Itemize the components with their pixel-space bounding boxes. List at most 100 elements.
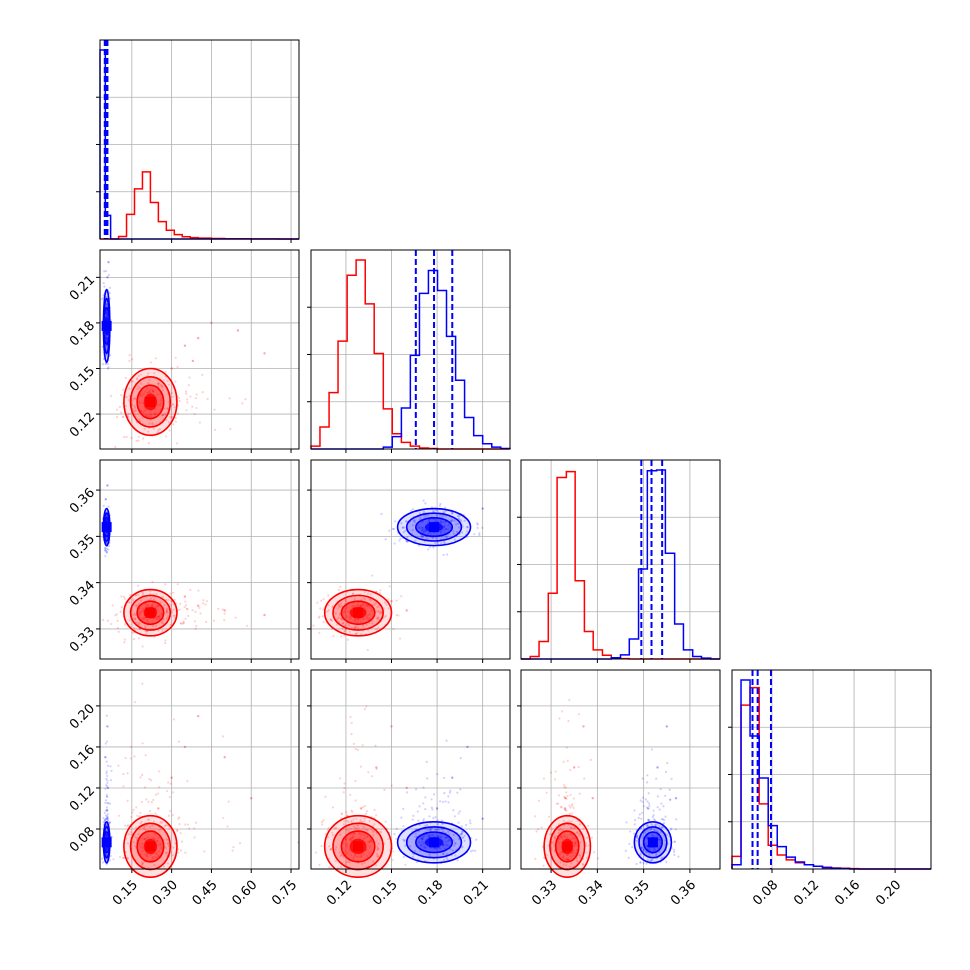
scatter-point — [647, 818, 650, 821]
scatter-point — [388, 831, 391, 834]
scatter-point — [183, 745, 187, 749]
scatter-point — [154, 412, 157, 415]
scatter-point — [143, 602, 147, 605]
scatter-point — [367, 629, 370, 632]
scatter-point — [327, 609, 330, 612]
scatter-point — [360, 620, 363, 623]
scatter-point — [353, 626, 356, 629]
scatter-point — [321, 823, 324, 826]
scatter-point — [401, 526, 404, 529]
scatter-point — [130, 815, 133, 819]
scatter-point — [370, 607, 373, 610]
scatter-point — [109, 765, 112, 768]
scatter-point — [131, 380, 135, 383]
scatter-point — [106, 314, 109, 318]
scatter-point — [567, 720, 570, 723]
scatter-point — [178, 823, 181, 826]
scatter-point — [141, 607, 144, 610]
scatter-point — [411, 529, 414, 532]
panel-2-1 — [311, 460, 510, 659]
scatter-point — [104, 755, 107, 759]
scatter-point — [582, 725, 585, 728]
scatter-point — [128, 387, 131, 390]
scatter-point — [425, 760, 428, 763]
scatter-point — [134, 594, 137, 597]
scatter-point — [566, 794, 569, 798]
scatter-point — [116, 626, 120, 630]
scatter-point — [442, 511, 445, 514]
scatter-point — [354, 747, 357, 751]
scatter-point — [128, 619, 132, 622]
scatter-point — [405, 609, 408, 612]
scatter-point — [187, 823, 190, 826]
scatter-point — [378, 592, 382, 595]
scatter-point — [420, 526, 424, 529]
scatter-point — [423, 516, 426, 519]
scatter-point — [195, 624, 198, 627]
scatter-point — [362, 617, 365, 621]
scatter-point — [151, 421, 154, 425]
scatter-point — [395, 613, 398, 617]
scatter-point — [568, 812, 572, 815]
scatter-point — [350, 721, 353, 725]
scatter-point — [105, 338, 109, 341]
ytick-label: 0.15 — [67, 364, 98, 395]
scatter-point — [422, 499, 425, 502]
scatter-point — [320, 844, 323, 848]
scatter-point — [195, 406, 198, 410]
scatter-point — [476, 523, 479, 526]
scatter-point — [426, 777, 429, 780]
scatter-point — [656, 795, 660, 798]
scatter-point — [226, 825, 229, 828]
scatter-point — [442, 526, 446, 529]
scatter-point — [553, 778, 557, 781]
scatter-point — [203, 850, 206, 853]
scatter-point — [160, 384, 163, 387]
scatter-point — [120, 595, 123, 598]
scatter-point — [144, 754, 147, 757]
scatter-point — [322, 620, 325, 624]
scatter-point — [364, 598, 367, 601]
scatter-point — [660, 818, 663, 821]
scatter-point — [364, 812, 368, 815]
scatter-point — [162, 618, 165, 621]
scatter-point — [456, 859, 459, 862]
scatter-point — [624, 849, 627, 852]
scatter-point — [133, 755, 136, 758]
scatter-point — [675, 818, 678, 821]
scatter-point — [156, 605, 159, 608]
scatter-point — [147, 800, 150, 803]
scatter-point — [120, 605, 124, 609]
scatter-point — [153, 372, 156, 375]
scatter-point — [127, 824, 130, 827]
scatter-point — [144, 413, 147, 417]
scatter-point — [144, 390, 147, 393]
scatter-point — [637, 816, 640, 820]
scatter-point — [101, 618, 105, 622]
xtick-label: 0.60 — [229, 878, 260, 909]
scatter-point — [633, 823, 636, 826]
scatter-point — [174, 416, 177, 420]
scatter-point — [157, 428, 160, 432]
scatter-point — [213, 428, 217, 431]
scatter-point — [106, 362, 110, 365]
density-peak-0 — [562, 841, 573, 852]
scatter-point — [138, 612, 141, 615]
scatter-point — [107, 260, 110, 264]
scatter-point — [331, 806, 334, 809]
scatter-point — [136, 387, 139, 390]
scatter-point — [590, 836, 593, 839]
scatter-point — [439, 531, 443, 534]
ytick-label: 0.08 — [67, 824, 98, 855]
scatter-point — [167, 401, 170, 404]
scatter-point — [434, 541, 437, 545]
scatter-point — [184, 600, 187, 603]
scatter-point — [317, 616, 320, 619]
panel-1-1 — [311, 250, 510, 449]
scatter-point — [363, 606, 366, 610]
scatter-point — [345, 811, 348, 814]
scatter-point — [343, 630, 346, 633]
scatter-point — [160, 386, 163, 389]
scatter-point — [662, 805, 665, 808]
